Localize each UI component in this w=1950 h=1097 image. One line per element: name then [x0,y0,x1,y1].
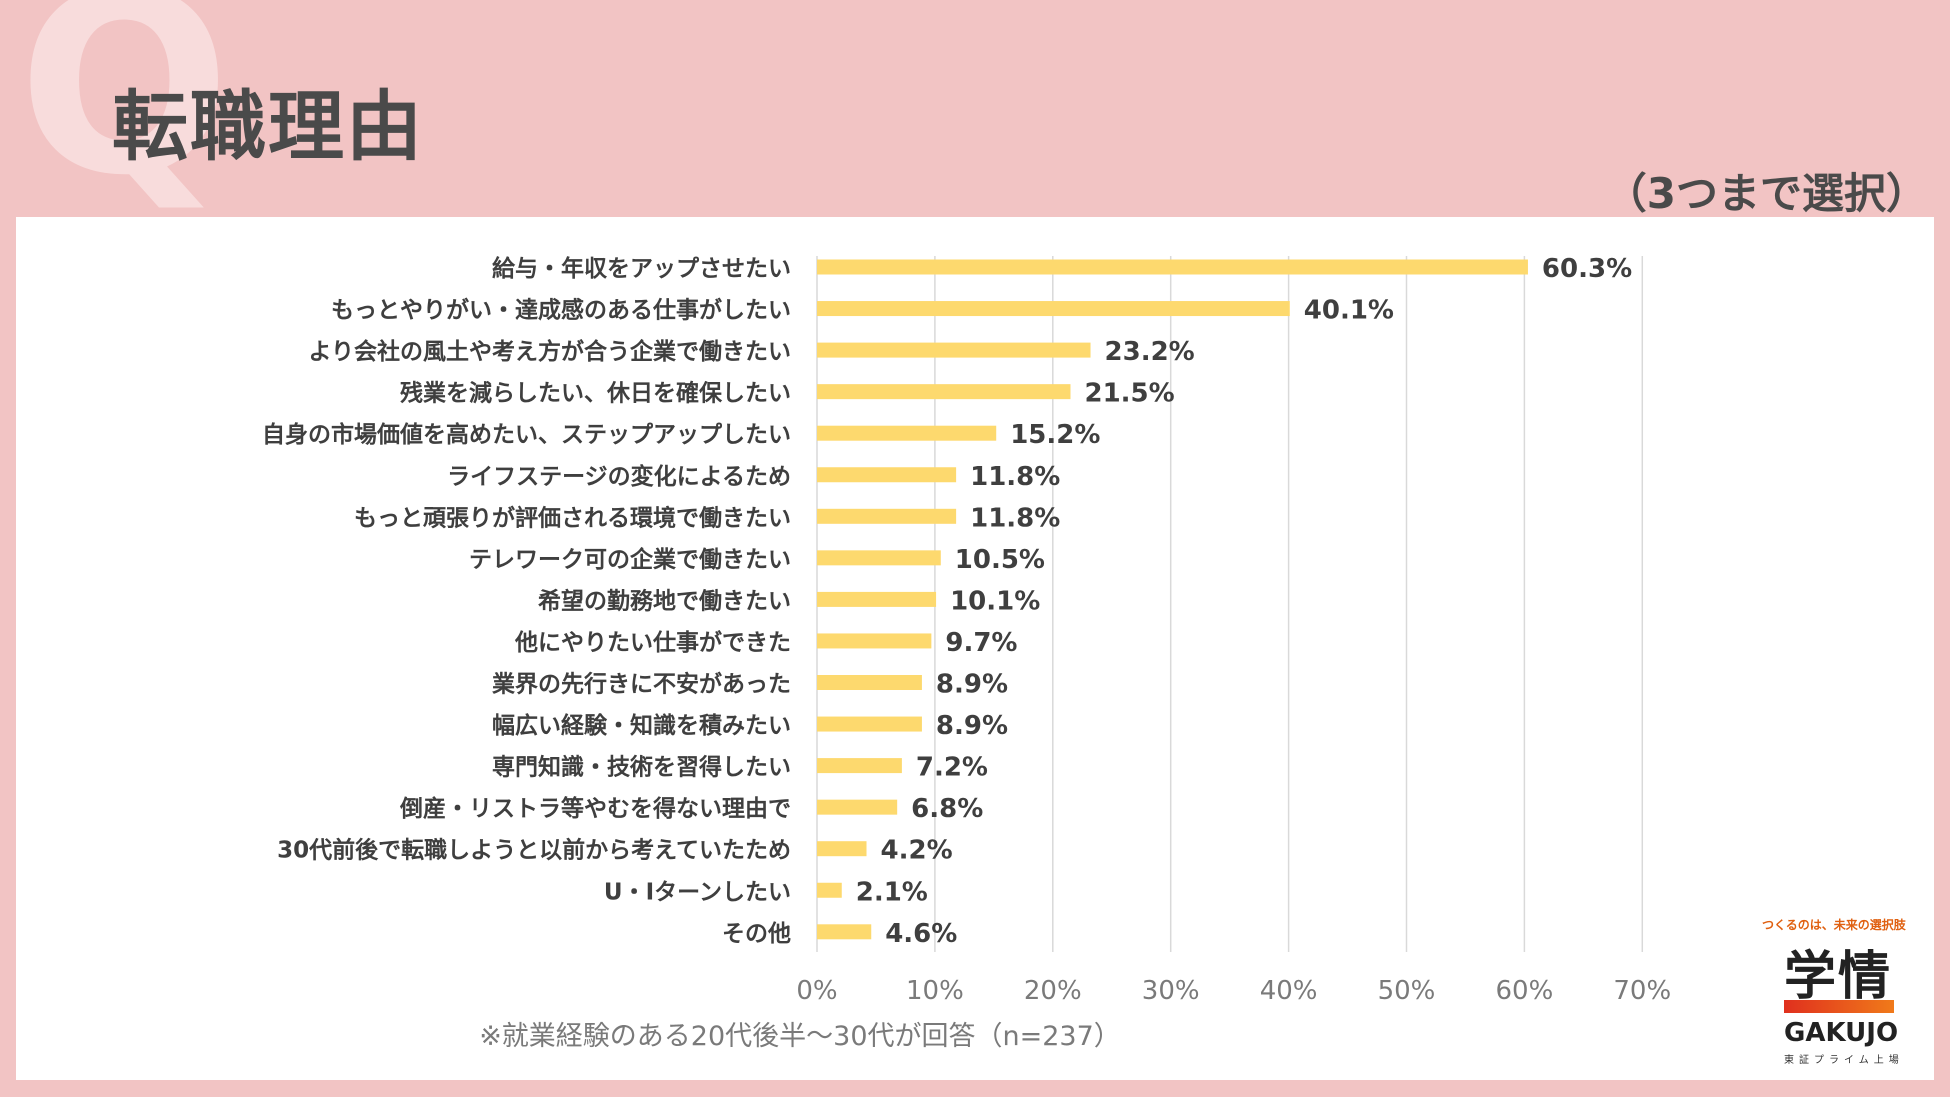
data-label: 2.1% [856,877,928,907]
category-label: 専門知識・技術を習得したい [492,754,791,781]
x-tick-label: 10% [906,976,964,1006]
logo-bar [1784,1000,1894,1013]
category-label: 残業を減らしたい、休日を確保したい [400,380,791,407]
data-label: 15.2% [1010,420,1100,450]
x-tick-label: 50% [1378,976,1436,1006]
category-label: もっとやりがい・達成感のある仕事がしたい [331,297,791,324]
data-label: 23.2% [1105,337,1195,367]
category-label: 倒産・リストラ等やむを得ない理由で [399,795,791,822]
category-label: 自身の市場価値を高めたい、ステップアップしたい [262,421,791,448]
x-tick-label: 40% [1260,976,1318,1006]
bar [817,675,922,690]
data-label: 40.1% [1304,296,1394,326]
bar [817,883,842,898]
data-label: 21.5% [1084,379,1174,409]
data-label: 4.6% [885,919,957,949]
data-label: 10.5% [955,545,1045,575]
bar [817,633,931,648]
bar [817,841,867,856]
category-label: 30代前後で転職しようと以前から考えていたため [277,837,791,864]
bar [817,592,936,607]
category-label: テレワーク可の企業で働きたい [469,546,791,573]
category-label: 給与・年収をアップさせたい [492,255,791,282]
category-label: U・Iターンしたい [604,879,791,905]
bar [817,384,1070,399]
bar [817,550,941,565]
data-label: 7.2% [916,753,988,783]
category-label: より会社の風土や考え方が合う企業で働きたい [308,338,791,365]
chart-panel: 0% 10% 20% 30% 40% 50% 60% 70% 給与・年収をアップさせたい 60.3… [16,217,1934,1080]
category-label: 業界の先行きに不安があった [491,671,791,698]
footnote: ※就業経験のある20代後半～30代が回答（n=237） [0,1014,1600,1053]
category-label: その他 [722,921,791,947]
bar [817,343,1091,358]
bar [817,758,902,773]
data-label: 10.1% [950,586,1040,616]
category-label: ライフステージの変化によるため [447,463,791,490]
data-label: 11.8% [970,462,1060,492]
page-subtitle: （3つまで選択） [1605,160,1928,221]
bar [817,924,871,939]
x-tick-label: 20% [1024,976,1082,1006]
logo-name-jp: 学情 [1784,934,1892,1009]
x-tick-label: 70% [1613,976,1671,1006]
bar-chart: 0% 10% 20% 30% 40% 50% 60% 70% 給与・年収をアップさせたい 60.3… [16,217,1934,1080]
data-label: 4.2% [881,836,953,866]
bar [817,717,922,732]
data-label: 8.9% [936,670,1008,700]
category-label: 希望の勤務地で働きたい [538,587,791,614]
category-label: 幅広い経験・知識を積みたい [492,712,791,739]
bar [817,260,1528,275]
bar [817,301,1290,316]
bar [817,467,956,482]
category-label: もっと頑張りが評価される環境で働きたい [354,504,791,531]
logo-name-en: GAKUJO [1784,1018,1898,1048]
page-title: 転職理由 [112,65,424,175]
data-label: 60.3% [1542,254,1632,284]
x-tick-label: 30% [1142,976,1200,1006]
x-tick-label: 0% [796,976,837,1006]
bar [817,800,897,815]
logo-sub: 東証プライム上場 [1784,1051,1904,1066]
x-tick-label: 60% [1496,976,1554,1006]
data-label: 8.9% [936,711,1008,741]
bar [817,509,956,524]
category-label: 他にやりたい仕事ができた [514,629,791,656]
bar [817,426,996,441]
data-label: 11.8% [970,503,1060,533]
logo-tagline: つくるのは、未来の選択肢 [1762,916,1906,933]
data-label: 9.7% [945,628,1017,658]
data-label: 6.8% [911,794,983,824]
